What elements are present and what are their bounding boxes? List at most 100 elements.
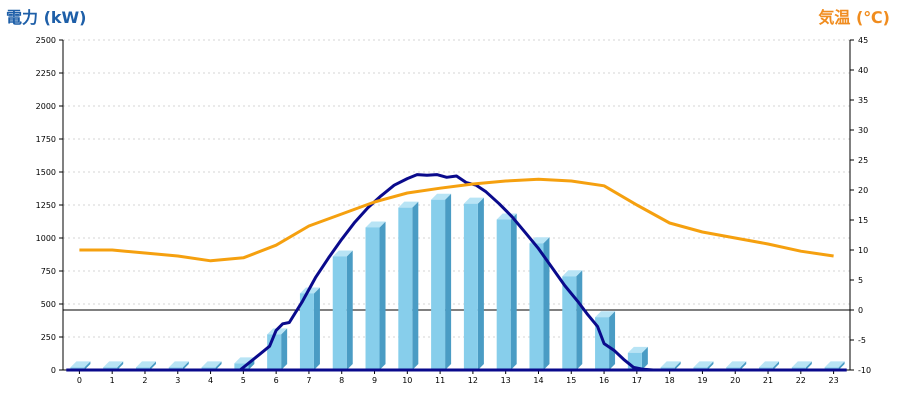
bar-side-1	[117, 361, 124, 370]
bar-side-19	[707, 361, 714, 370]
bar-top-17	[627, 346, 648, 353]
x-tick-label-18: 18	[665, 376, 675, 385]
x-tick-label-6: 6	[274, 376, 279, 385]
bar-15	[562, 270, 583, 370]
x-tick-label-13: 13	[501, 376, 511, 385]
right-axis-title: 気温 (℃)	[818, 8, 890, 27]
bar-front-14	[529, 243, 544, 370]
left-axis-title: 電力 (kW)	[6, 8, 87, 27]
right-tick-label-2: 0	[858, 306, 863, 315]
left-tick-label-4: 1000	[36, 234, 56, 243]
bar-side-10	[412, 201, 419, 370]
right-tick-label-8: 30	[858, 126, 868, 135]
bar-side-22	[805, 361, 812, 370]
bar-top-21	[759, 361, 780, 368]
bar-top-15	[562, 270, 583, 277]
bar-16	[595, 311, 616, 370]
x-tick-label-3: 3	[175, 376, 180, 385]
bar-6	[267, 328, 288, 370]
bar-14	[529, 237, 550, 370]
right-tick-label-10: 40	[858, 66, 868, 75]
bar-front-6	[267, 334, 282, 370]
bar-side-7	[313, 287, 320, 370]
bar-side-21	[773, 361, 780, 370]
bar-front-13	[496, 219, 511, 370]
left-tick-label-0: 0	[51, 366, 56, 375]
x-tick-label-16: 16	[599, 376, 609, 385]
bar-front-15	[562, 276, 577, 370]
x-tick-label-0: 0	[77, 376, 82, 385]
x-tick-label-5: 5	[241, 376, 246, 385]
bar-13	[496, 213, 517, 370]
right-tick-label-5: 15	[858, 216, 868, 225]
bar-side-17	[641, 346, 648, 370]
bar-side-20	[740, 361, 747, 370]
left-tick-label-9: 2250	[36, 69, 56, 78]
bar-side-13	[510, 213, 517, 370]
x-tick-label-17: 17	[632, 376, 642, 385]
bar-side-14	[543, 237, 550, 370]
x-tick-label-19: 19	[697, 376, 707, 385]
bar-side-11	[445, 193, 452, 370]
x-tick-label-14: 14	[533, 376, 543, 385]
bar-front-5	[234, 363, 249, 370]
bar-top-11	[431, 193, 452, 200]
bar-8	[332, 250, 353, 370]
bar-9	[365, 221, 386, 370]
left-tick-label-6: 1500	[36, 168, 56, 177]
bar-front-11	[431, 199, 446, 370]
bar-top-16	[595, 311, 616, 318]
x-tick-label-11: 11	[435, 376, 445, 385]
bar-side-0	[84, 361, 91, 370]
bar-12	[463, 197, 484, 370]
right-tick-label-1: -5	[858, 336, 866, 345]
left-tick-label-7: 1750	[36, 135, 56, 144]
x-tick-label-10: 10	[402, 376, 412, 385]
x-tick-label-15: 15	[566, 376, 576, 385]
bar-front-9	[365, 227, 380, 370]
x-tick-label-7: 7	[306, 376, 311, 385]
bar-side-8	[346, 250, 353, 370]
bar-side-3	[182, 361, 189, 370]
left-tick-label-2: 500	[41, 300, 56, 309]
right-tick-label-4: 10	[858, 246, 868, 255]
bar-top-3	[168, 361, 189, 368]
left-tick-label-8: 2000	[36, 102, 56, 111]
left-tick-label-3: 750	[41, 267, 56, 276]
bar-front-12	[463, 203, 478, 370]
bar-side-12	[477, 197, 484, 370]
bar-top-10	[398, 201, 419, 208]
right-tick-label-11: 45	[858, 36, 868, 45]
bar-11	[431, 193, 452, 370]
bar-top-12	[463, 197, 484, 204]
x-tick-label-22: 22	[796, 376, 806, 385]
bar-top-23	[824, 361, 845, 368]
bar-top-22	[791, 361, 812, 368]
bar-side-2	[149, 361, 156, 370]
right-tick-label-0: -10	[858, 366, 871, 375]
x-tick-label-20: 20	[730, 376, 740, 385]
bar-top-0	[70, 361, 91, 368]
bar-side-6	[281, 328, 288, 370]
bar-10	[398, 201, 419, 370]
bar-side-23	[838, 361, 845, 370]
x-tick-label-4: 4	[208, 376, 213, 385]
bar-top-4	[201, 361, 222, 368]
bar-side-18	[674, 361, 681, 370]
bar-top-2	[135, 361, 156, 368]
bar-front-8	[332, 256, 347, 370]
x-tick-label-9: 9	[372, 376, 377, 385]
x-tick-label-21: 21	[763, 376, 773, 385]
left-tick-label-10: 2500	[36, 36, 56, 45]
x-tick-label-2: 2	[142, 376, 147, 385]
bar-side-15	[576, 270, 583, 370]
x-tick-label-8: 8	[339, 376, 344, 385]
right-tick-label-7: 25	[858, 156, 868, 165]
bar-top-20	[726, 361, 747, 368]
bar-side-4	[215, 361, 222, 370]
temperature-line	[79, 177, 834, 263]
power-line	[66, 173, 654, 372]
bar-top-19	[693, 361, 714, 368]
bar-top-8	[332, 250, 353, 257]
